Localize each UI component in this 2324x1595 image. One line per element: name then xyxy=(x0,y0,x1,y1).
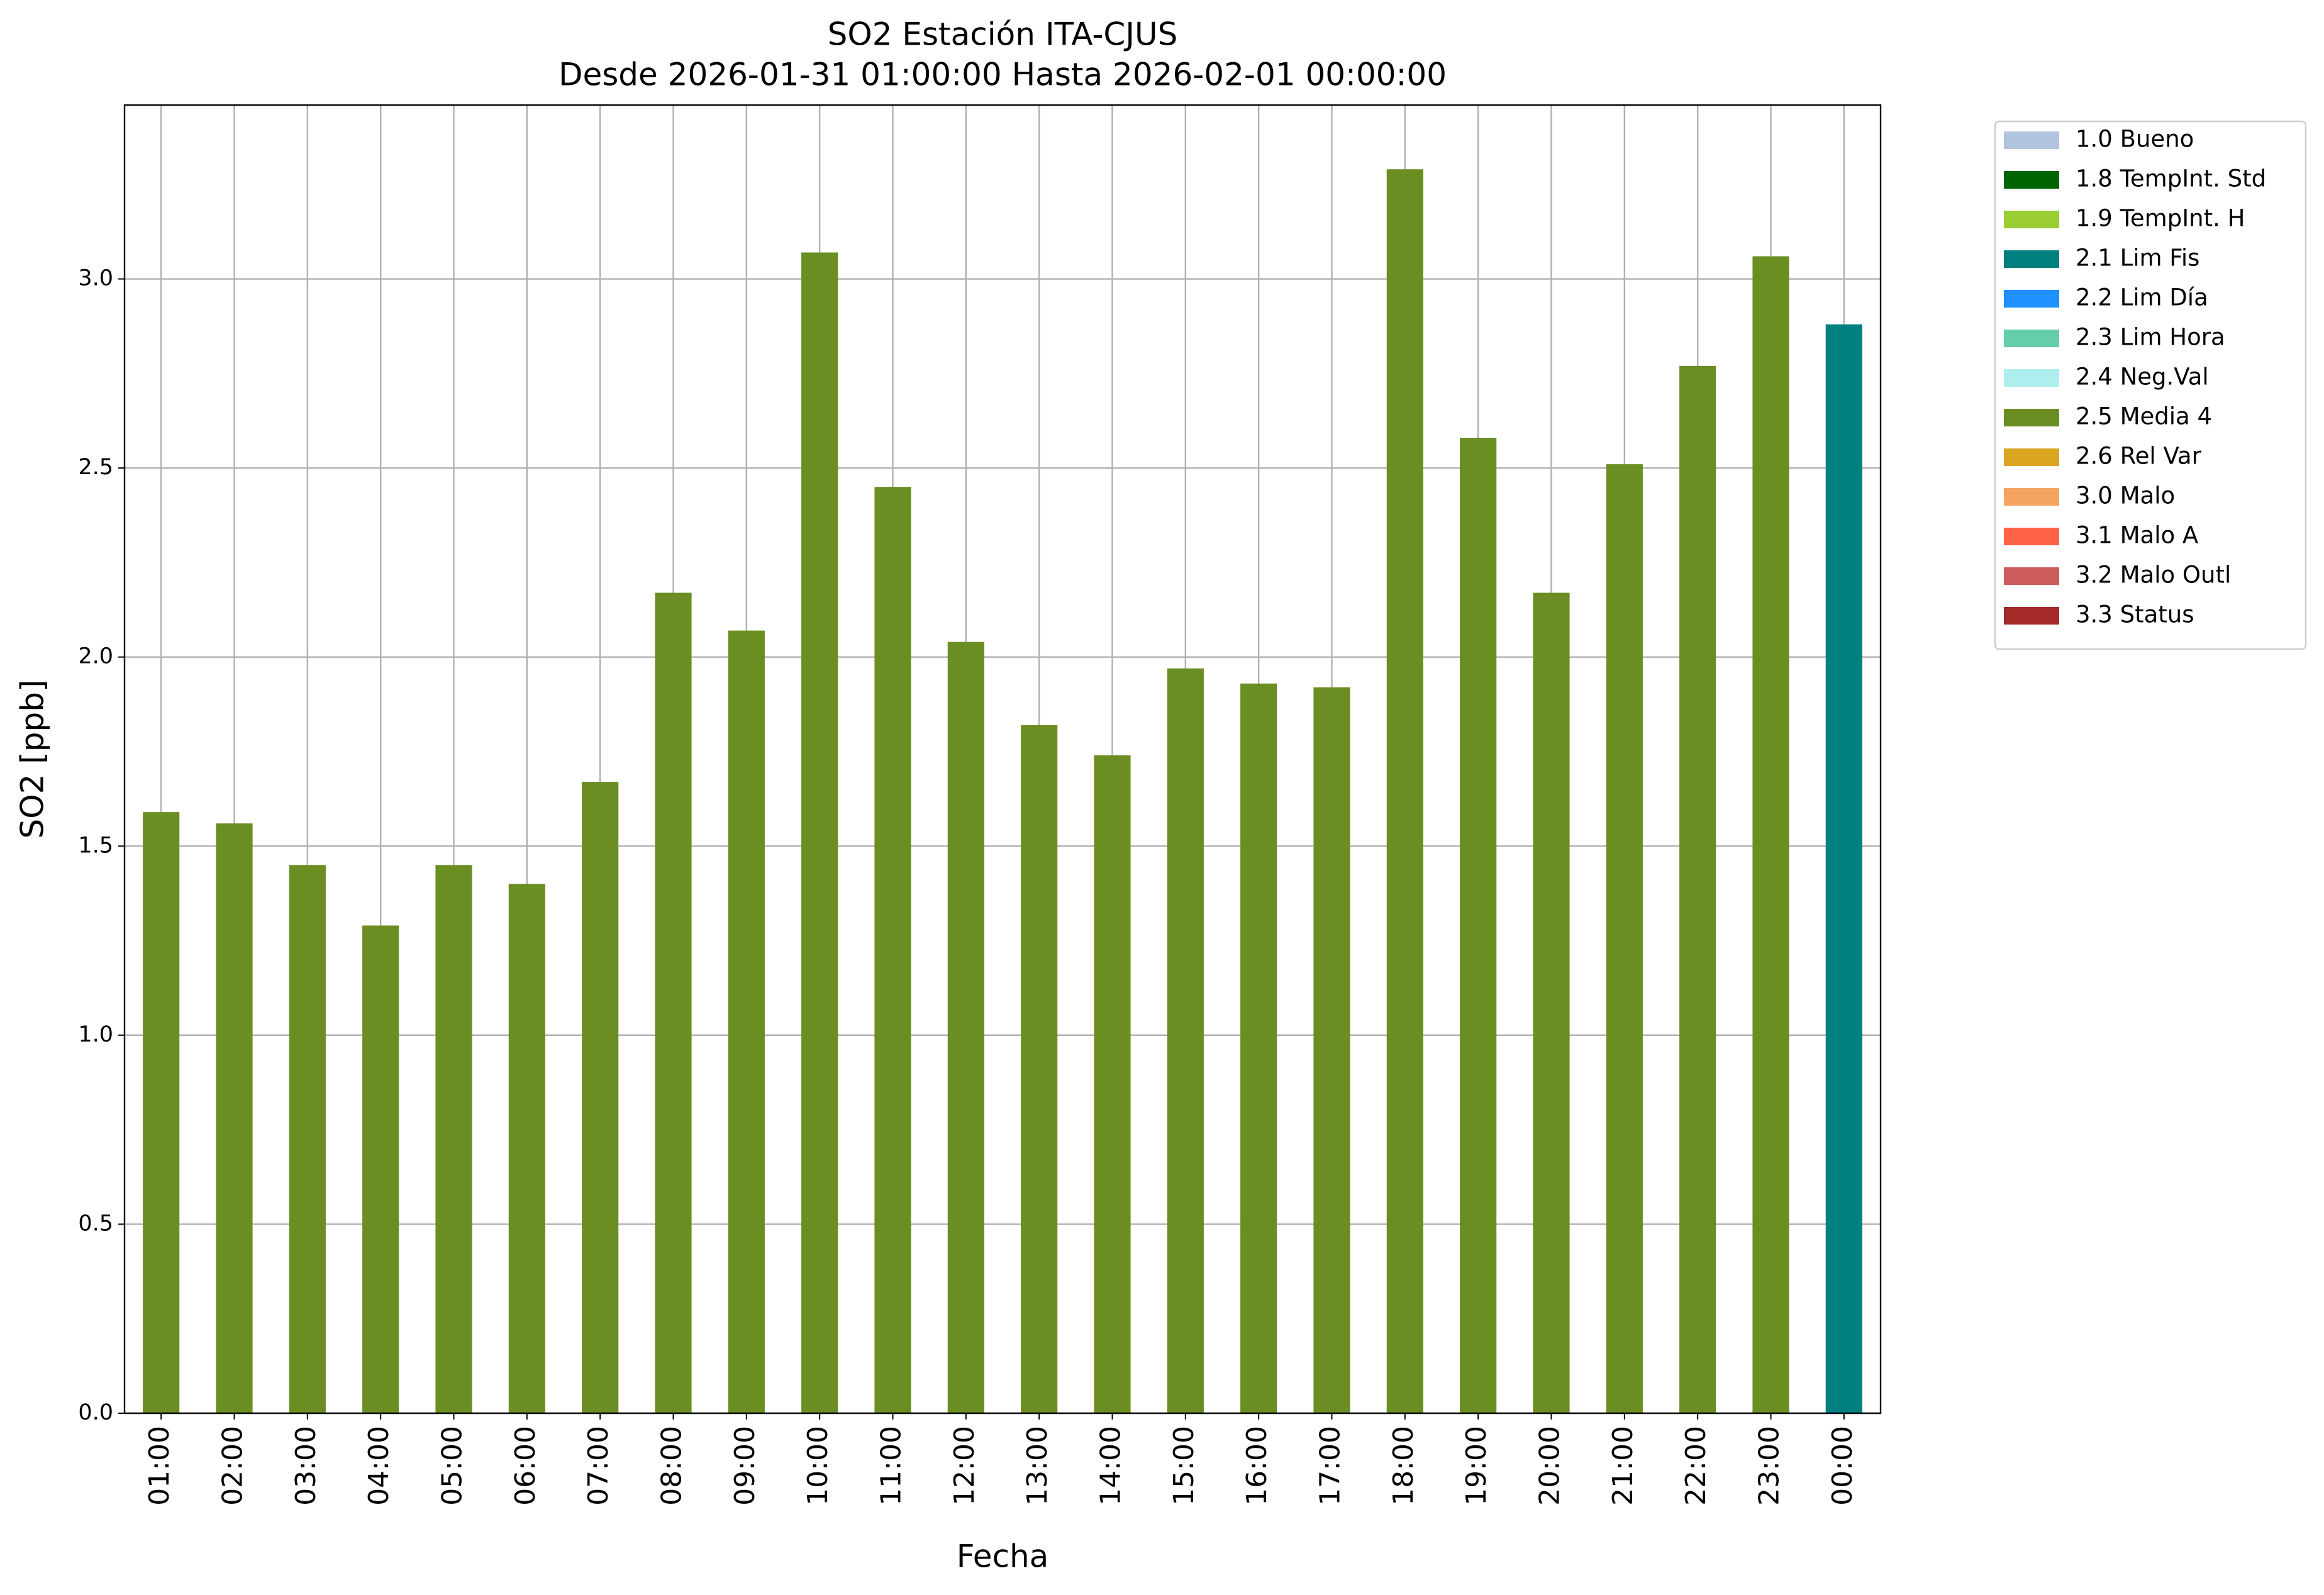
bar xyxy=(728,630,765,1413)
x-tick-label: 04:00 xyxy=(363,1426,395,1506)
x-tick-label: 09:00 xyxy=(729,1426,761,1506)
bar xyxy=(1533,592,1570,1413)
bar xyxy=(1313,687,1350,1413)
legend-label: 3.0 Malo xyxy=(2076,482,2175,509)
chart-subtitle: Desde 2026-01-31 01:00:00 Hasta 2026-02-… xyxy=(559,57,1447,93)
bar xyxy=(289,865,326,1413)
legend-swatch xyxy=(2004,488,2059,506)
x-tick-label: 21:00 xyxy=(1607,1426,1639,1506)
legend-swatch xyxy=(2004,369,2059,387)
bar xyxy=(1240,683,1277,1413)
x-tick-label: 15:00 xyxy=(1168,1426,1200,1506)
legend-swatch xyxy=(2004,131,2059,149)
y-tick-label: 3.0 xyxy=(78,266,113,291)
x-tick-label: 11:00 xyxy=(876,1426,908,1506)
x-tick-label: 03:00 xyxy=(290,1426,322,1506)
bar xyxy=(947,642,984,1413)
legend-swatch xyxy=(2004,290,2059,308)
x-tick-label: 23:00 xyxy=(1754,1426,1786,1506)
legend-label: 1.9 TempInt. H xyxy=(2076,205,2245,232)
chart-title: SO2 Estación ITA-CJUS xyxy=(828,16,1178,53)
bar xyxy=(508,884,545,1413)
x-tick-label: 17:00 xyxy=(1315,1426,1347,1506)
legend-swatch xyxy=(2004,171,2059,189)
y-tick-label: 2.5 xyxy=(78,455,113,480)
bar xyxy=(1460,438,1497,1413)
x-tick-label: 02:00 xyxy=(217,1426,249,1506)
y-tick-label: 1.0 xyxy=(78,1022,113,1047)
bar xyxy=(1386,169,1423,1413)
legend-swatch xyxy=(2004,567,2059,585)
bar xyxy=(435,865,472,1413)
legend-label: 2.4 Neg.Val xyxy=(2076,364,2209,391)
legend-swatch xyxy=(2004,607,2059,625)
bar xyxy=(1606,464,1643,1413)
legend-label: 1.8 TempInt. Std xyxy=(2076,165,2266,192)
bar xyxy=(655,592,692,1413)
legend-swatch xyxy=(2004,448,2059,466)
x-tick-label: 06:00 xyxy=(509,1426,542,1506)
legend-label: 2.2 Lim Día xyxy=(2076,284,2208,311)
x-tick-label: 07:00 xyxy=(582,1426,614,1506)
legend-box xyxy=(1994,120,2307,650)
y-tick-label: 0.0 xyxy=(78,1400,113,1425)
legend-label: 3.1 Malo A xyxy=(2076,522,2198,549)
legend-label: 3.3 Status xyxy=(2076,601,2194,628)
legend-label: 3.2 Malo Outl xyxy=(2076,562,2231,589)
legend-label: 1.0 Bueno xyxy=(2076,126,2194,153)
legend-swatch xyxy=(2004,211,2059,228)
x-tick-label: 16:00 xyxy=(1241,1426,1273,1506)
x-tick-label: 14:00 xyxy=(1095,1426,1127,1506)
legend-swatch xyxy=(2004,409,2059,426)
legend-swatch xyxy=(2004,330,2059,347)
x-tick-label: 19:00 xyxy=(1460,1426,1493,1506)
bar xyxy=(1021,725,1058,1413)
bar xyxy=(143,812,180,1413)
x-tick-label: 10:00 xyxy=(802,1426,834,1506)
x-tick-label: 00:00 xyxy=(1826,1426,1859,1506)
bar xyxy=(1679,365,1716,1414)
legend-swatch xyxy=(2004,250,2059,268)
x-axis-label: Fecha xyxy=(957,1538,1049,1575)
legend-label: 2.3 Lim Hora xyxy=(2076,324,2225,351)
bar xyxy=(1094,755,1131,1413)
x-tick-label: 22:00 xyxy=(1680,1426,1712,1506)
y-tick-label: 0.5 xyxy=(78,1211,113,1236)
bar xyxy=(362,925,399,1413)
x-tick-label: 18:00 xyxy=(1387,1426,1420,1506)
legend-swatch xyxy=(2004,528,2059,545)
bar xyxy=(1167,668,1204,1413)
bar xyxy=(874,487,911,1413)
x-tick-label: 01:00 xyxy=(143,1426,175,1506)
x-tick-label: 13:00 xyxy=(1021,1426,1054,1506)
x-tick-label: 20:00 xyxy=(1534,1426,1566,1506)
x-tick-label: 05:00 xyxy=(436,1426,469,1506)
plot-frame xyxy=(123,104,1882,1414)
x-tick-label: 12:00 xyxy=(948,1426,981,1506)
y-axis-label: SO2 [ppb] xyxy=(14,679,51,838)
bar xyxy=(216,823,253,1413)
bar xyxy=(582,782,619,1413)
bar xyxy=(1752,256,1789,1414)
bar xyxy=(1825,324,1862,1413)
y-tick-label: 2.0 xyxy=(78,644,113,669)
legend-label: 2.5 Media 4 xyxy=(2076,403,2212,430)
legend-label: 2.1 Lim Fis xyxy=(2076,245,2199,272)
y-tick-label: 1.5 xyxy=(78,833,113,858)
legend-label: 2.6 Rel Var xyxy=(2076,443,2202,470)
bar xyxy=(801,252,838,1413)
x-tick-label: 08:00 xyxy=(656,1426,688,1506)
